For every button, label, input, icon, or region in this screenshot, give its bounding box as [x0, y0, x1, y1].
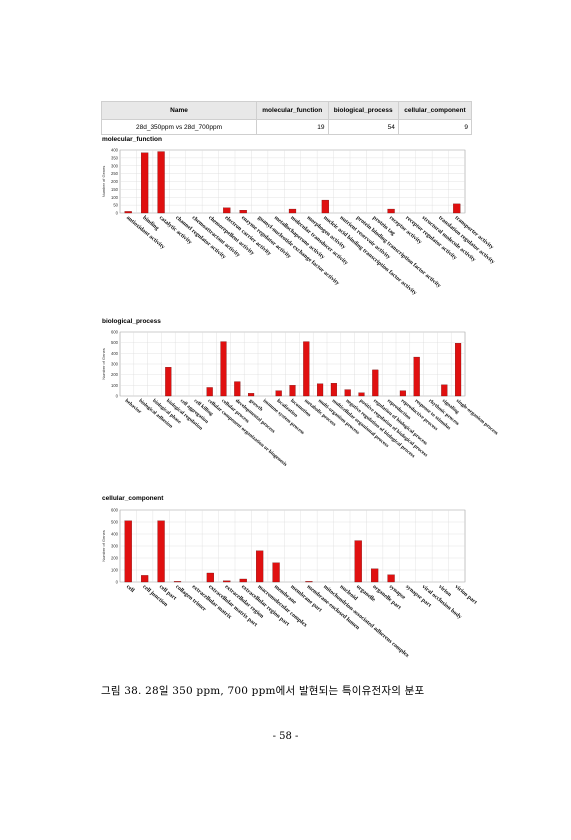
bar	[248, 393, 255, 397]
bar	[455, 343, 462, 397]
header-molecular-function: molecular_function	[256, 101, 329, 120]
y-tick-label: 400	[111, 148, 119, 153]
y-tick-label: 200	[111, 179, 119, 184]
bar	[206, 387, 213, 397]
table-header-row: Name molecular_function biological_proce…	[101, 101, 473, 120]
bar	[358, 392, 365, 397]
chart-title-cellular-component: cellular_component	[102, 495, 164, 502]
y-tick-label: 200	[111, 372, 119, 377]
y-axis-label: Number of Genes	[101, 166, 106, 198]
row-bp-cell: 54	[327, 119, 399, 135]
bar	[239, 578, 247, 583]
bar	[317, 383, 324, 397]
chart-title-biological-process: biological_process	[102, 318, 161, 325]
y-tick-label: 300	[111, 544, 119, 549]
bar	[141, 575, 149, 583]
y-tick-label: 500	[111, 340, 119, 345]
y-tick-label: 600	[111, 508, 119, 513]
x-tick-label: single-organism process	[455, 398, 499, 437]
bar	[387, 208, 395, 214]
bar	[354, 540, 362, 583]
bar	[289, 385, 296, 397]
bar	[387, 574, 395, 583]
bar	[303, 341, 310, 397]
y-tick-label: 400	[111, 532, 119, 537]
bar	[372, 369, 379, 397]
bar	[124, 211, 132, 214]
bar	[206, 572, 214, 583]
row-mf-cell: 19	[256, 119, 329, 135]
y-tick-label: 350	[111, 155, 119, 160]
y-tick-label: 250	[111, 171, 119, 176]
x-tick-label: cell	[125, 584, 136, 594]
y-tick-label: 0	[116, 211, 119, 216]
bar	[321, 199, 329, 214]
bar	[157, 520, 165, 583]
y-tick-label: 300	[111, 163, 119, 168]
y-tick-label: 300	[111, 362, 119, 367]
bar	[413, 356, 420, 397]
bar	[234, 381, 241, 397]
y-tick-label: 600	[111, 330, 119, 335]
y-tick-label: 200	[111, 556, 119, 561]
bar	[399, 390, 406, 397]
bar	[453, 203, 461, 214]
bar	[220, 341, 227, 397]
y-tick-label: 50	[113, 203, 118, 208]
bar	[157, 151, 165, 214]
bar	[223, 580, 231, 583]
header-biological-process: biological_process	[327, 101, 399, 120]
bar	[305, 581, 313, 583]
bar	[330, 383, 337, 397]
row-name-cell: 28d_350ppm vs 28d_700ppm	[101, 119, 257, 135]
y-axis-label: Number of Genes	[101, 530, 106, 562]
bar	[124, 520, 132, 583]
y-tick-label: 150	[111, 187, 119, 192]
y-tick-label: 100	[111, 195, 119, 200]
bar	[173, 581, 182, 583]
bar	[371, 568, 379, 583]
y-tick-label: 100	[111, 568, 119, 573]
bar	[223, 207, 231, 214]
bar	[275, 390, 282, 397]
bar	[344, 389, 351, 397]
y-axis-label: Number of Genes	[101, 348, 106, 380]
bar	[256, 550, 264, 583]
y-tick-label: 0	[116, 394, 119, 399]
x-tick-label: virion part	[454, 584, 479, 606]
y-tick-label: 0	[116, 580, 119, 585]
chart-title-molecular-function: molecular_function	[102, 136, 162, 143]
figure-caption: 그림 38. 28일 350 ppm, 700 ppm에서 발현되는 특이유전자…	[101, 685, 425, 697]
header-cellular-component: cellular_component	[397, 101, 473, 120]
bar	[141, 152, 149, 214]
bar	[288, 208, 297, 214]
page-number: - 58 -	[272, 731, 299, 742]
y-tick-label: 100	[111, 383, 119, 388]
summary-table: Name molecular_function biological_proce…	[101, 101, 473, 135]
y-tick-label: 400	[111, 351, 119, 356]
bar	[272, 562, 280, 583]
bar	[441, 384, 448, 397]
header-name: Name	[101, 101, 257, 120]
row-cc-cell: 9	[397, 119, 473, 135]
bar	[165, 367, 172, 397]
table-row: 28d_350ppm vs 28d_700ppm 19 54 9	[101, 119, 473, 135]
y-tick-label: 500	[111, 520, 119, 525]
bar	[239, 210, 247, 214]
